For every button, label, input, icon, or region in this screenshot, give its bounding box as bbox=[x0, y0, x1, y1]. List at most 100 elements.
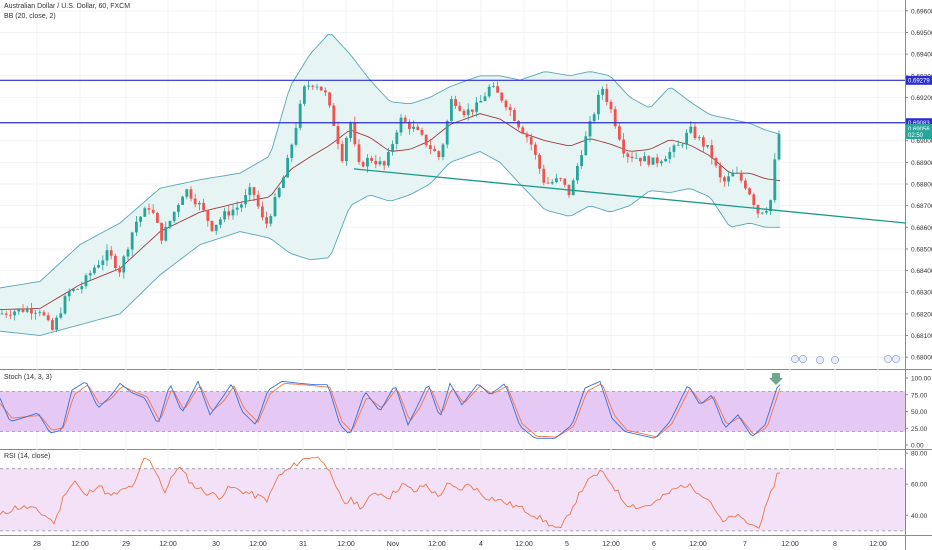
candle-body bbox=[458, 105, 462, 111]
candle-body bbox=[626, 153, 630, 157]
candle-body bbox=[164, 227, 168, 241]
candle-body bbox=[13, 311, 16, 316]
candle-body bbox=[710, 145, 714, 159]
candle-body bbox=[349, 122, 352, 138]
candle-body bbox=[718, 165, 722, 178]
stoch-y-tick-label: 0.00 bbox=[911, 443, 924, 450]
candle-body bbox=[462, 110, 466, 115]
candle-body bbox=[395, 132, 399, 144]
candle-body bbox=[46, 315, 50, 321]
candle-body bbox=[189, 189, 193, 199]
candle-body bbox=[88, 273, 92, 276]
candle-body bbox=[647, 156, 651, 165]
candle-body bbox=[366, 157, 369, 167]
symbol-title[interactable]: Australian Dollar / U.S. Dollar, 60, FXC… bbox=[4, 3, 131, 10]
rsi-pane[interactable] bbox=[0, 456, 905, 532]
stoch-pane[interactable] bbox=[0, 373, 905, 439]
candle-body bbox=[101, 260, 105, 265]
candle-body bbox=[517, 120, 520, 128]
candle-body bbox=[479, 100, 483, 103]
candle-body bbox=[664, 158, 667, 162]
candle-body bbox=[500, 92, 504, 101]
candle-body bbox=[130, 232, 134, 250]
candle-body bbox=[445, 121, 449, 145]
candle-body bbox=[769, 200, 772, 212]
x-tick-label: 12:00 bbox=[249, 541, 267, 548]
candle-body bbox=[143, 208, 147, 217]
candle-body bbox=[752, 194, 756, 206]
candle-body bbox=[324, 90, 327, 93]
candle-body bbox=[622, 139, 625, 154]
x-tick-label: 6 bbox=[652, 541, 656, 548]
candle-body bbox=[252, 187, 256, 195]
candle-body bbox=[59, 313, 63, 318]
candle-body bbox=[605, 88, 609, 102]
candle-body bbox=[609, 101, 613, 110]
x-tick-label: Nov bbox=[387, 541, 400, 548]
candle-body bbox=[525, 133, 529, 138]
candle-body bbox=[135, 221, 138, 233]
candle-body bbox=[4, 313, 8, 315]
candle-body bbox=[756, 205, 760, 214]
candle-body bbox=[206, 210, 210, 221]
price-pane[interactable] bbox=[0, 34, 906, 364]
candle-body bbox=[748, 188, 751, 195]
candle-body bbox=[723, 177, 726, 182]
candle-body bbox=[328, 92, 331, 106]
candle-body bbox=[147, 208, 151, 210]
candle-body bbox=[336, 125, 340, 144]
axis-layer: 28 12:00 29 12:00 30 12:00 31 12:00 Nov 12:00 4 12:… bbox=[33, 8, 932, 548]
candle-body bbox=[454, 99, 457, 106]
candle-body bbox=[433, 148, 436, 152]
candle-body bbox=[227, 211, 231, 216]
candle-body bbox=[84, 275, 88, 287]
candle-body bbox=[105, 250, 109, 261]
event-flag-icon bbox=[816, 356, 824, 364]
candle-body bbox=[513, 110, 516, 121]
candle-body bbox=[672, 145, 676, 152]
candle-body bbox=[580, 155, 583, 167]
event-flag-icon bbox=[884, 355, 892, 363]
candle-body bbox=[681, 144, 684, 146]
candle-body bbox=[416, 126, 420, 130]
candle-body bbox=[534, 144, 537, 155]
candle-body bbox=[387, 151, 390, 166]
candle-body bbox=[193, 198, 197, 205]
x-tick-label: 12:00 bbox=[515, 541, 533, 548]
x-tick-label: 12:00 bbox=[428, 541, 446, 548]
x-tick-label: 12:00 bbox=[602, 541, 620, 548]
stoch-y-tick-label: 25.00 bbox=[911, 426, 928, 433]
candle-body bbox=[303, 86, 306, 104]
rsi-indicator-label[interactable]: RSI (14, close) bbox=[4, 453, 51, 460]
candle-body bbox=[429, 145, 432, 149]
candle-body bbox=[240, 204, 243, 208]
candle-body bbox=[265, 217, 268, 224]
candle-body bbox=[223, 211, 226, 220]
event-flag-icon bbox=[799, 355, 807, 363]
candle-body bbox=[542, 168, 546, 183]
candle-body bbox=[214, 224, 218, 231]
candle-body bbox=[231, 209, 235, 216]
price-label-text: 02:50 bbox=[908, 133, 924, 139]
candle-body bbox=[555, 178, 558, 182]
candle-body bbox=[571, 180, 575, 196]
stoch-indicator-label[interactable]: Stoch (14, 3, 3) bbox=[4, 374, 52, 381]
event-flag-icon bbox=[831, 356, 839, 364]
candle-body bbox=[529, 137, 533, 145]
candle-body bbox=[706, 145, 709, 147]
price-label-text: 0.69083 bbox=[908, 121, 930, 127]
candle-body bbox=[269, 216, 273, 224]
candle-body bbox=[261, 206, 264, 218]
candle-body bbox=[67, 290, 71, 297]
x-tick-label: 30 bbox=[212, 541, 220, 548]
bb-upper-band bbox=[0, 34, 781, 289]
candle-body bbox=[450, 99, 453, 122]
price-label-box bbox=[906, 75, 932, 85]
bb-indicator-label[interactable]: BB (20, close, 2) bbox=[4, 13, 56, 20]
stoch-y-tick-label: 75.00 bbox=[911, 392, 928, 399]
